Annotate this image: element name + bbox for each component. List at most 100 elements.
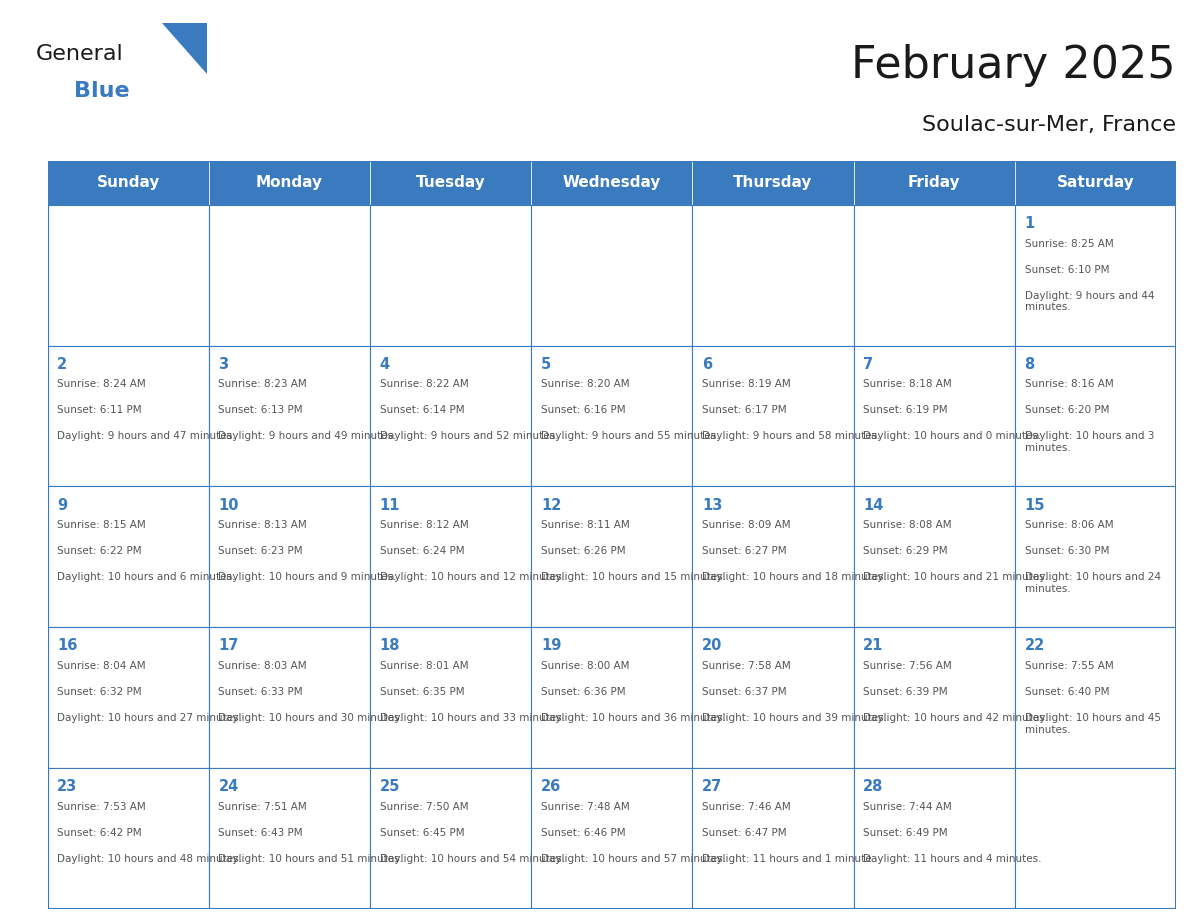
Text: Daylight: 10 hours and 18 minutes.: Daylight: 10 hours and 18 minutes.	[702, 572, 887, 582]
Text: Sunrise: 7:48 AM: Sunrise: 7:48 AM	[541, 801, 630, 812]
Text: Sunset: 6:24 PM: Sunset: 6:24 PM	[380, 546, 465, 556]
Text: Daylight: 11 hours and 4 minutes.: Daylight: 11 hours and 4 minutes.	[864, 854, 1042, 864]
FancyBboxPatch shape	[531, 205, 693, 345]
FancyBboxPatch shape	[854, 627, 1015, 768]
Text: Sunrise: 7:56 AM: Sunrise: 7:56 AM	[864, 661, 952, 671]
Text: General: General	[36, 43, 124, 63]
Text: Sunrise: 8:09 AM: Sunrise: 8:09 AM	[702, 521, 791, 531]
Text: Sunrise: 8:20 AM: Sunrise: 8:20 AM	[541, 379, 630, 389]
FancyBboxPatch shape	[1015, 627, 1176, 768]
Text: Sunset: 6:16 PM: Sunset: 6:16 PM	[541, 406, 626, 415]
Text: Sunrise: 8:25 AM: Sunrise: 8:25 AM	[1024, 239, 1113, 249]
Text: Sunrise: 7:58 AM: Sunrise: 7:58 AM	[702, 661, 791, 671]
Text: Sunset: 6:42 PM: Sunset: 6:42 PM	[57, 828, 141, 838]
Text: 17: 17	[219, 638, 239, 654]
Text: Monday: Monday	[255, 175, 323, 190]
FancyBboxPatch shape	[1015, 205, 1176, 345]
Text: Sunrise: 8:24 AM: Sunrise: 8:24 AM	[57, 379, 146, 389]
Text: Daylight: 10 hours and 15 minutes.: Daylight: 10 hours and 15 minutes.	[541, 572, 726, 582]
Text: 11: 11	[380, 498, 400, 512]
Text: 14: 14	[864, 498, 884, 512]
Text: Sunset: 6:45 PM: Sunset: 6:45 PM	[380, 828, 465, 838]
Text: 5: 5	[541, 357, 551, 372]
Text: Sunset: 6:46 PM: Sunset: 6:46 PM	[541, 828, 626, 838]
Text: Sunrise: 7:44 AM: Sunrise: 7:44 AM	[864, 801, 952, 812]
Text: 21: 21	[864, 638, 884, 654]
Text: Daylight: 10 hours and 21 minutes.: Daylight: 10 hours and 21 minutes.	[864, 572, 1048, 582]
Text: 10: 10	[219, 498, 239, 512]
FancyBboxPatch shape	[48, 161, 209, 205]
Text: Sunset: 6:26 PM: Sunset: 6:26 PM	[541, 546, 626, 556]
FancyBboxPatch shape	[531, 627, 693, 768]
Text: 22: 22	[1024, 638, 1044, 654]
Text: Sunrise: 8:01 AM: Sunrise: 8:01 AM	[380, 661, 468, 671]
Text: Daylight: 10 hours and 24 minutes.: Daylight: 10 hours and 24 minutes.	[1024, 572, 1161, 594]
FancyBboxPatch shape	[209, 205, 369, 345]
Text: Sunrise: 8:16 AM: Sunrise: 8:16 AM	[1024, 379, 1113, 389]
FancyBboxPatch shape	[209, 161, 369, 205]
Text: 9: 9	[57, 498, 68, 512]
Text: Sunset: 6:36 PM: Sunset: 6:36 PM	[541, 687, 626, 697]
Text: Sunrise: 8:19 AM: Sunrise: 8:19 AM	[702, 379, 791, 389]
FancyBboxPatch shape	[369, 768, 531, 909]
FancyBboxPatch shape	[693, 627, 854, 768]
FancyBboxPatch shape	[531, 487, 693, 627]
Text: 28: 28	[864, 779, 884, 794]
Text: 20: 20	[702, 638, 722, 654]
Text: 12: 12	[541, 498, 561, 512]
Text: Sunset: 6:17 PM: Sunset: 6:17 PM	[702, 406, 786, 415]
Text: Daylight: 9 hours and 47 minutes.: Daylight: 9 hours and 47 minutes.	[57, 431, 235, 442]
Text: 13: 13	[702, 498, 722, 512]
Text: 1: 1	[1024, 216, 1035, 231]
FancyBboxPatch shape	[369, 487, 531, 627]
Text: Daylight: 10 hours and 51 minutes.: Daylight: 10 hours and 51 minutes.	[219, 854, 404, 864]
Text: Daylight: 10 hours and 45 minutes.: Daylight: 10 hours and 45 minutes.	[1024, 713, 1161, 734]
Text: Sunset: 6:49 PM: Sunset: 6:49 PM	[864, 828, 948, 838]
Text: Wednesday: Wednesday	[563, 175, 661, 190]
Text: 19: 19	[541, 638, 561, 654]
Text: Sunset: 6:35 PM: Sunset: 6:35 PM	[380, 687, 465, 697]
Text: Daylight: 10 hours and 27 minutes.: Daylight: 10 hours and 27 minutes.	[57, 713, 242, 723]
FancyBboxPatch shape	[369, 161, 531, 205]
FancyBboxPatch shape	[209, 627, 369, 768]
Text: February 2025: February 2025	[852, 43, 1176, 86]
Text: Sunset: 6:37 PM: Sunset: 6:37 PM	[702, 687, 786, 697]
Text: Sunrise: 8:12 AM: Sunrise: 8:12 AM	[380, 521, 468, 531]
Text: Sunset: 6:30 PM: Sunset: 6:30 PM	[1024, 546, 1110, 556]
Text: Sunrise: 8:08 AM: Sunrise: 8:08 AM	[864, 521, 952, 531]
FancyBboxPatch shape	[531, 161, 693, 205]
FancyBboxPatch shape	[48, 627, 209, 768]
Text: Daylight: 9 hours and 52 minutes.: Daylight: 9 hours and 52 minutes.	[380, 431, 558, 442]
Text: Sunday: Sunday	[96, 175, 160, 190]
Text: 24: 24	[219, 779, 239, 794]
Text: 18: 18	[380, 638, 400, 654]
Text: Sunrise: 7:46 AM: Sunrise: 7:46 AM	[702, 801, 791, 812]
Text: Daylight: 10 hours and 36 minutes.: Daylight: 10 hours and 36 minutes.	[541, 713, 726, 723]
FancyBboxPatch shape	[693, 768, 854, 909]
FancyBboxPatch shape	[531, 345, 693, 487]
Text: Sunset: 6:47 PM: Sunset: 6:47 PM	[702, 828, 786, 838]
Text: Daylight: 10 hours and 0 minutes.: Daylight: 10 hours and 0 minutes.	[864, 431, 1042, 442]
Text: Sunrise: 8:11 AM: Sunrise: 8:11 AM	[541, 521, 630, 531]
Text: Daylight: 10 hours and 57 minutes.: Daylight: 10 hours and 57 minutes.	[541, 854, 726, 864]
Text: 25: 25	[380, 779, 400, 794]
FancyBboxPatch shape	[48, 205, 209, 345]
Text: Sunrise: 8:22 AM: Sunrise: 8:22 AM	[380, 379, 468, 389]
Text: Daylight: 11 hours and 1 minute.: Daylight: 11 hours and 1 minute.	[702, 854, 876, 864]
Text: Sunset: 6:32 PM: Sunset: 6:32 PM	[57, 687, 141, 697]
Text: 8: 8	[1024, 357, 1035, 372]
FancyBboxPatch shape	[693, 345, 854, 487]
Text: 3: 3	[219, 357, 228, 372]
Text: 2: 2	[57, 357, 68, 372]
FancyBboxPatch shape	[1015, 161, 1176, 205]
Text: Daylight: 10 hours and 33 minutes.: Daylight: 10 hours and 33 minutes.	[380, 713, 564, 723]
Text: Daylight: 10 hours and 6 minutes.: Daylight: 10 hours and 6 minutes.	[57, 572, 235, 582]
FancyBboxPatch shape	[854, 768, 1015, 909]
Text: Saturday: Saturday	[1056, 175, 1135, 190]
FancyBboxPatch shape	[209, 768, 369, 909]
Text: Sunrise: 8:04 AM: Sunrise: 8:04 AM	[57, 661, 146, 671]
Text: 15: 15	[1024, 498, 1045, 512]
FancyBboxPatch shape	[209, 487, 369, 627]
Text: Sunset: 6:29 PM: Sunset: 6:29 PM	[864, 546, 948, 556]
Text: 16: 16	[57, 638, 77, 654]
